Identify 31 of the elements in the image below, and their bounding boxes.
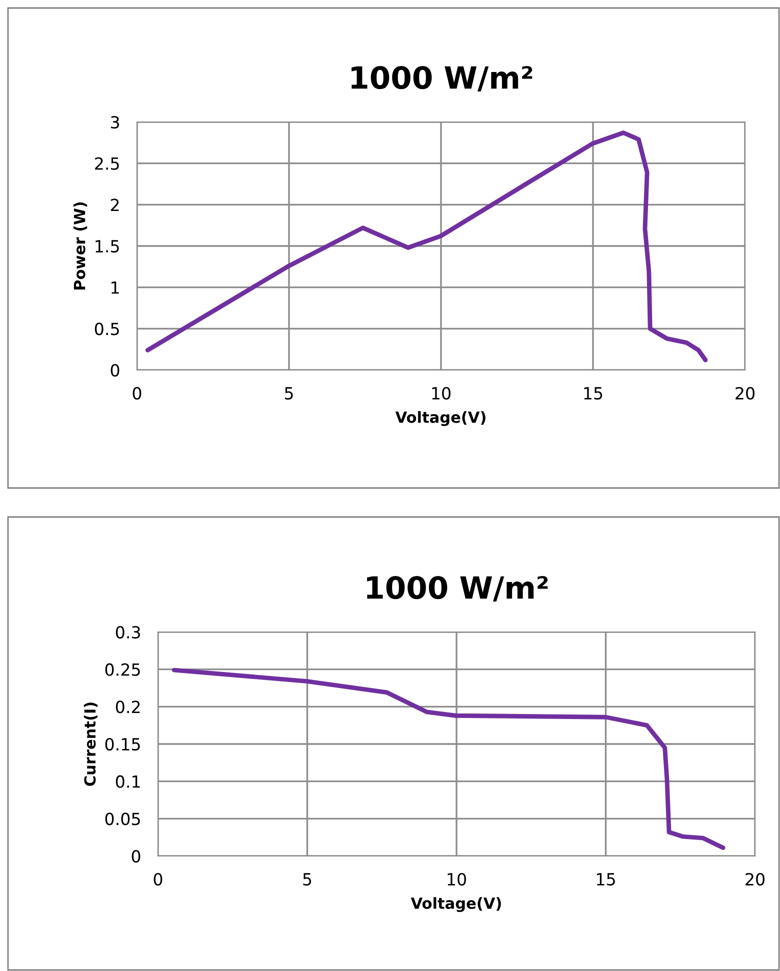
- y-tick-label: 2.5: [95, 157, 119, 170]
- y-tick-label: 1: [112, 282, 119, 294]
- x-axis-title: Voltage(V): [395, 411, 486, 426]
- y-axis-title: Power (W): [74, 202, 88, 290]
- line-series: [145, 130, 708, 362]
- chart-title: 1000 W/m²: [352, 66, 532, 92]
- y-axis-title: Current(I): [84, 702, 98, 786]
- x-axis-title: Voltage(V): [410, 897, 501, 912]
- y-tick-label: 0: [110, 364, 120, 377]
- y-tick-label: 0.15: [105, 738, 140, 751]
- y-tick-label: 0: [132, 850, 140, 863]
- y-tick-label: 0.3: [116, 626, 140, 639]
- y-tick-label: 0.05: [105, 812, 140, 826]
- x-tick-label: 15: [596, 873, 615, 886]
- x-tick-label: 15: [584, 387, 602, 400]
- y-tick-label: 1.5: [96, 240, 119, 253]
- y-tick-label: 3: [111, 116, 119, 129]
- x-tick-label: 5: [303, 873, 312, 886]
- y-tick-label: 0.2: [116, 700, 140, 714]
- y-tick-label: 0.1: [116, 775, 140, 788]
- y-tick-label: 2: [110, 198, 119, 211]
- x-tick-label: 10: [432, 386, 450, 400]
- x-tick-label: 5: [284, 387, 293, 400]
- x-tick-label: 10: [448, 872, 466, 886]
- chart-title: 1000 W/m²: [367, 576, 548, 602]
- x-tick-label: 20: [746, 872, 764, 886]
- y-tick-label: 0.25: [105, 663, 140, 676]
- y-tick-label: 0.5: [94, 322, 119, 336]
- line-series: [172, 668, 726, 850]
- x-tick-label: 0: [154, 872, 162, 886]
- x-tick-label: 20: [736, 386, 754, 400]
